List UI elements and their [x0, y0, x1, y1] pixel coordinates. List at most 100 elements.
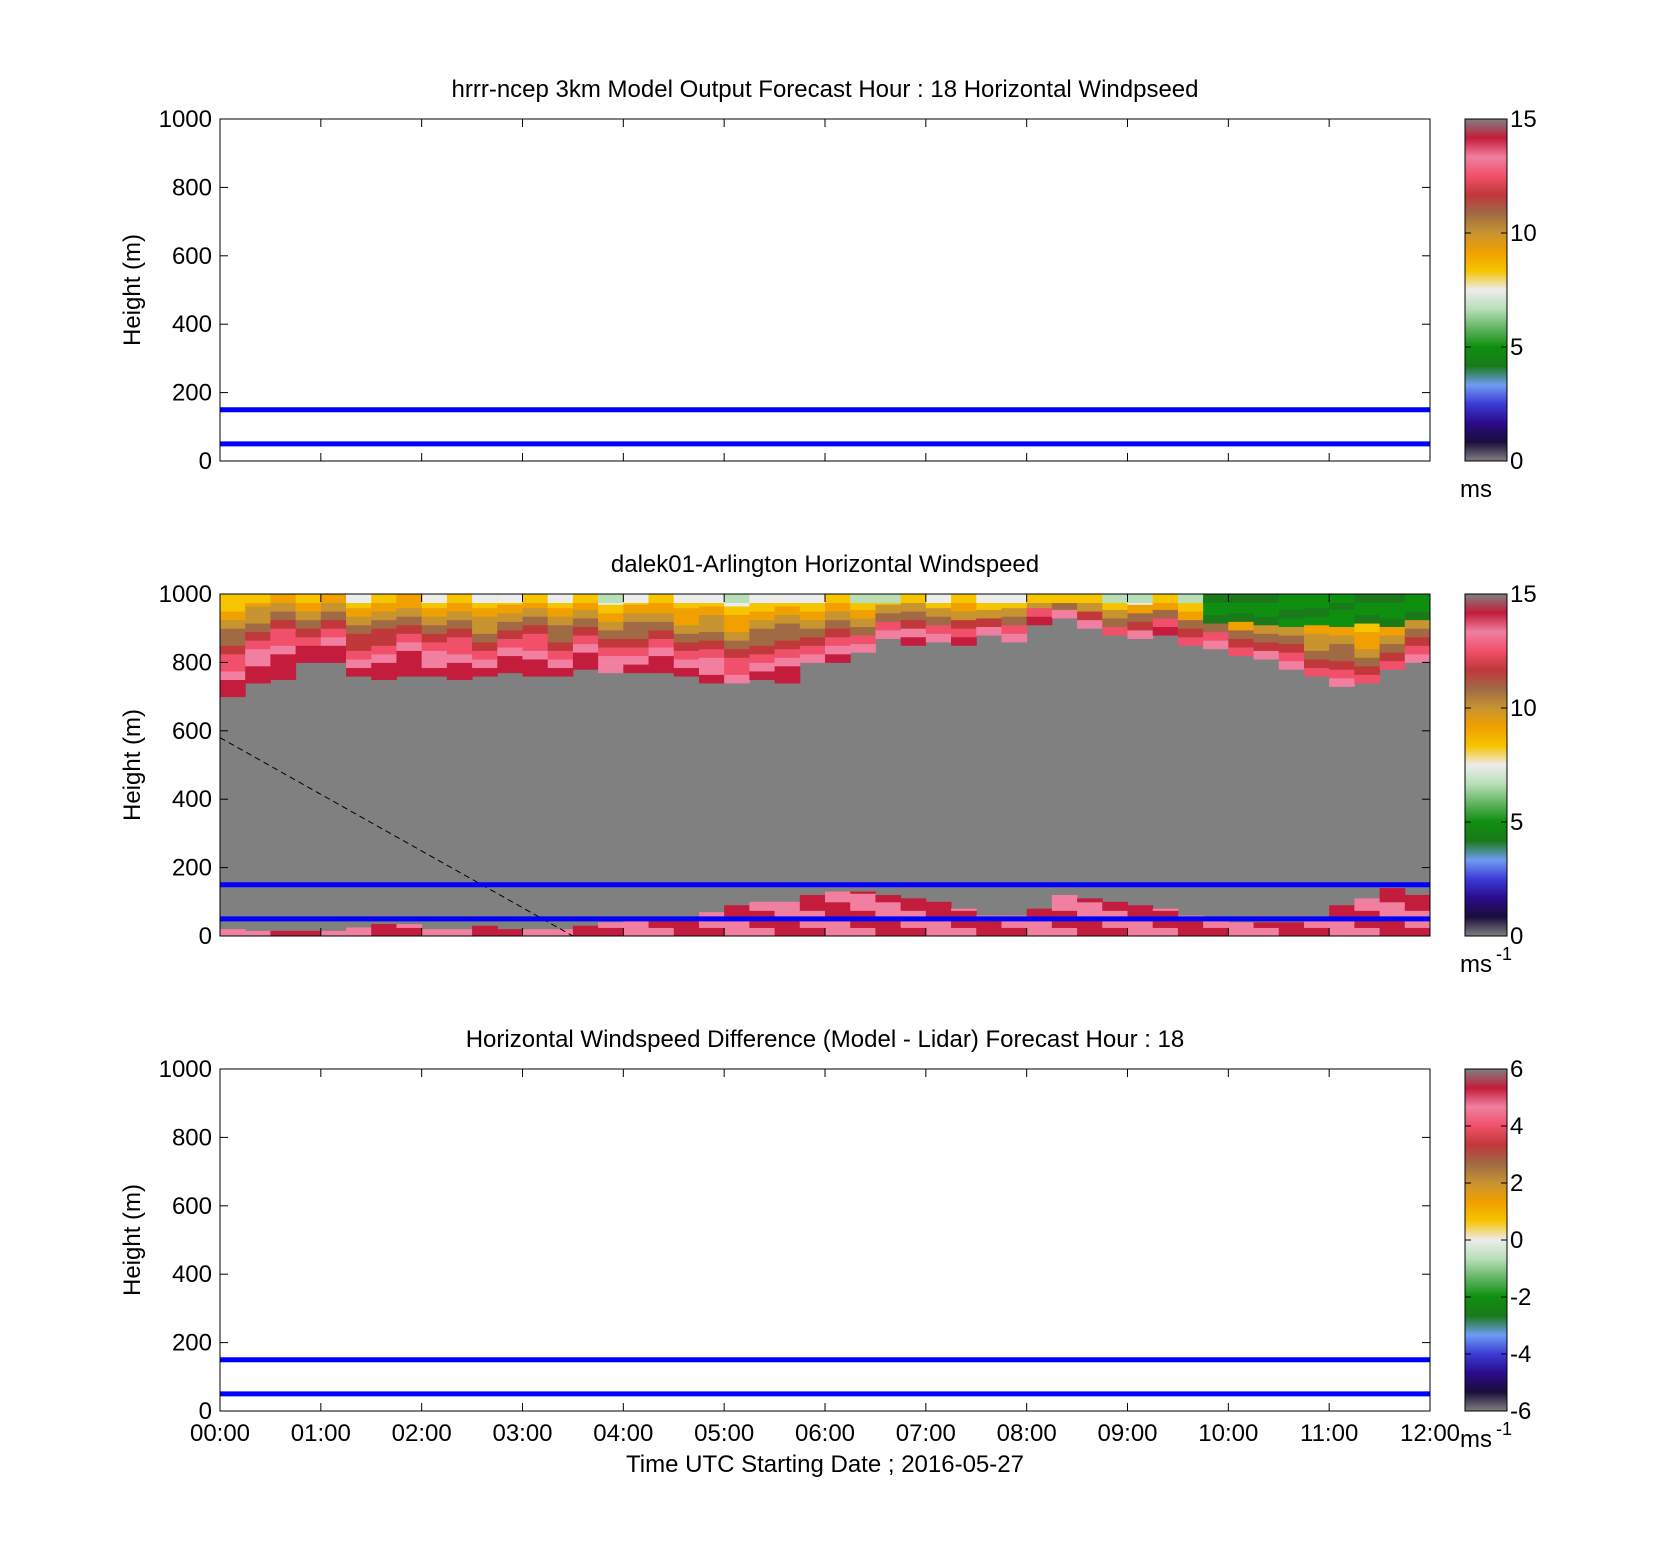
- heatmap-cell: [598, 927, 624, 937]
- heatmap-cell: [698, 648, 725, 658]
- heatmap-cell: [900, 901, 927, 911]
- heatmap-cell: [623, 612, 650, 622]
- heatmap-cell: [1303, 624, 1330, 634]
- heatmap-cell: [850, 901, 876, 911]
- heatmap-cell: [1203, 614, 1229, 624]
- heatmap-cell: [371, 619, 397, 629]
- heatmap-cell: [925, 927, 952, 937]
- heatmap-cell: [1127, 612, 1154, 622]
- heatmap-cell: [1303, 594, 1330, 604]
- heatmap-cell: [1127, 629, 1154, 639]
- heatmap-cell: [497, 612, 523, 622]
- heatmap-cell: [472, 641, 498, 651]
- heatmap-cell: [396, 641, 423, 651]
- heatmap-cell: [295, 602, 322, 612]
- heatmap-cell: [1152, 609, 1179, 619]
- heatmap-cell: [976, 609, 1002, 619]
- heatmap-cell: [1379, 910, 1406, 920]
- heatmap-cell: [900, 918, 927, 928]
- heatmap-cell: [572, 925, 599, 928]
- heatmap-cell: [799, 636, 826, 646]
- heatmap-cell: [1152, 594, 1179, 604]
- heatmap-cell: [1177, 628, 1204, 638]
- heatmap-cell: [850, 643, 876, 653]
- heatmap-cell: [245, 657, 271, 667]
- heatmap-cell: [1102, 626, 1128, 636]
- heatmap-cell: [1051, 600, 1078, 610]
- heatmap-cell: [1077, 611, 1103, 621]
- heatmap-cell: [421, 658, 448, 669]
- heatmap-cell: [572, 660, 599, 670]
- heatmap-cell: [547, 641, 574, 651]
- heatmap-cell: [1228, 629, 1255, 639]
- heatmap-cell: [446, 653, 473, 663]
- y-tick-label: 1000: [159, 106, 212, 133]
- heatmap-cell: [875, 594, 902, 604]
- y-tick-label: 200: [172, 855, 212, 882]
- heatmap-cell: [825, 594, 851, 604]
- heatmap-cell: [673, 616, 700, 626]
- heatmap-cell: [396, 616, 423, 626]
- heatmap-cell: [799, 901, 826, 911]
- heatmap-cell: [724, 665, 750, 675]
- heatmap-cell: [1102, 901, 1128, 911]
- heatmap-cell: [1379, 626, 1406, 636]
- heatmap-cell: [320, 636, 347, 646]
- heatmap-cell: [1051, 910, 1078, 920]
- x-tick-label: 07:00: [896, 1420, 956, 1447]
- heatmap-cell: [1303, 599, 1330, 609]
- heatmap-cell: [749, 662, 776, 672]
- heatmap-cell: [850, 893, 876, 903]
- colorbar: 0 5 10 15 ms -1: [1460, 581, 1537, 978]
- heatmap-cell: [1379, 901, 1406, 911]
- colorbar-tick-label: 0: [1510, 1227, 1523, 1254]
- heatmap-cell: [673, 633, 700, 643]
- heatmap-cell: [220, 611, 246, 621]
- heatmap-cell: [270, 653, 297, 663]
- heatmap-cell: [673, 641, 700, 651]
- heatmap-cell: [1228, 604, 1255, 614]
- heatmap-cell: [1026, 908, 1053, 911]
- heatmap-cell: [850, 891, 876, 894]
- heatmap-cell: [320, 602, 347, 612]
- heatmap-cell: [572, 600, 599, 610]
- heatmap-cell: [698, 614, 725, 624]
- heatmap-cell: [1329, 594, 1355, 604]
- heatmap-cell: [900, 628, 927, 638]
- heatmap-cell: [825, 636, 851, 646]
- heatmap-cell: [799, 653, 826, 663]
- heatmap-cell: [446, 645, 473, 655]
- y-tick-label: 1000: [159, 1056, 212, 1083]
- heatmap-cell: [1278, 600, 1305, 610]
- colorbar: 0 5 10 15 ms: [1460, 106, 1537, 503]
- heatmap-cell: [572, 643, 599, 653]
- colorbar-tick-label: 6: [1510, 1056, 1523, 1083]
- heatmap-cell: [648, 621, 675, 631]
- heatmap-cell: [346, 594, 372, 604]
- heatmap-cell: [1278, 652, 1305, 662]
- heatmap-cell: [1303, 658, 1330, 669]
- heatmap-cell: [1051, 918, 1078, 928]
- heatmap-cell: [850, 635, 876, 645]
- y-tick-label: 0: [199, 448, 212, 475]
- heatmap-cell: [774, 614, 801, 624]
- heatmap-cell: [1354, 648, 1381, 658]
- heatmap-cell: [875, 894, 902, 903]
- heatmap-cell: [900, 636, 927, 646]
- heatmap-cell: [1354, 594, 1381, 604]
- heatmap-cell: [472, 633, 498, 643]
- heatmap-cell: [270, 670, 297, 680]
- heatmap-cell: [1404, 602, 1431, 612]
- heatmap-cell: [1152, 918, 1179, 928]
- heatmap-cell: [598, 638, 624, 648]
- heatmap-cell: [598, 612, 624, 622]
- heatmap-cell: [1026, 910, 1053, 920]
- heatmap-cell: [320, 619, 347, 629]
- heatmap-cell: [1404, 594, 1431, 604]
- heatmap-cell: [1203, 918, 1229, 928]
- y-tick-label: 800: [172, 174, 212, 201]
- heatmap-cell: [825, 628, 851, 638]
- heatmap-cell: [371, 594, 397, 604]
- heatmap-cell: [245, 648, 271, 658]
- heatmap-cell: [421, 616, 448, 626]
